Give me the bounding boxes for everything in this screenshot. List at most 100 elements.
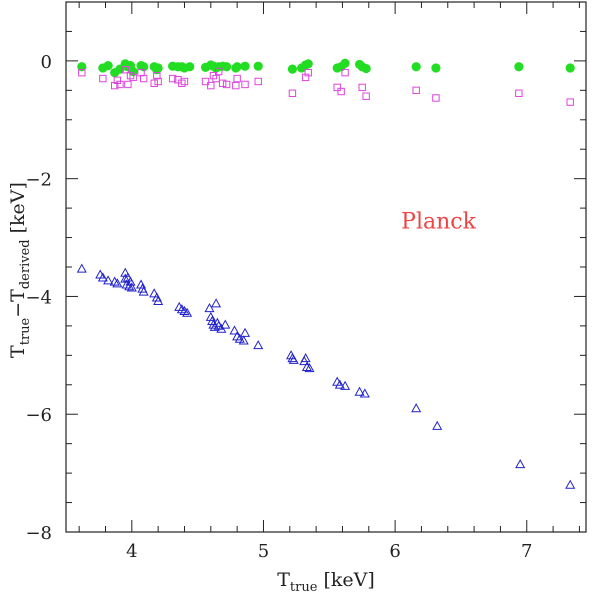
triangle-point <box>135 279 147 289</box>
planck-annotation: Planck <box>401 210 476 235</box>
y-tick-label: 0 <box>41 52 52 73</box>
square-point <box>139 74 148 83</box>
square-point <box>254 77 262 86</box>
square-point <box>218 79 227 87</box>
circle-point <box>253 61 263 71</box>
square-point <box>178 79 186 87</box>
circle-point <box>565 63 575 73</box>
circle-point <box>361 63 371 74</box>
y-tick-label: −2 <box>25 170 52 191</box>
triangle-point <box>432 420 443 430</box>
circle-point <box>139 62 149 72</box>
triangle-point <box>300 353 311 363</box>
triangle-point <box>515 459 526 469</box>
square-point <box>333 83 341 92</box>
circle-point <box>240 61 250 71</box>
triangle-point <box>97 272 108 282</box>
triangle-point <box>76 263 87 273</box>
triangle-point <box>176 304 187 314</box>
triangle-point <box>204 302 215 313</box>
triangle-point <box>239 327 251 337</box>
square-point <box>362 92 370 100</box>
axis-ticks <box>66 1 586 533</box>
circle-point <box>287 64 298 74</box>
square-point <box>113 76 122 85</box>
triangle-point <box>124 281 135 291</box>
square-point <box>154 77 162 86</box>
square-point <box>304 68 312 77</box>
square-point <box>201 77 210 86</box>
x-tick-label: 6 <box>389 541 400 562</box>
square-point <box>78 68 86 77</box>
triangle-point <box>103 275 114 285</box>
square-point <box>124 80 132 89</box>
square-point <box>126 71 135 80</box>
square-point <box>515 89 523 97</box>
square-point <box>215 67 223 76</box>
triangle-point <box>211 298 222 308</box>
square-point <box>432 94 440 102</box>
square-point <box>566 98 574 106</box>
square-point <box>121 66 129 74</box>
triangle-point <box>182 307 193 317</box>
circle-point <box>431 63 441 73</box>
triangle-point <box>121 279 132 289</box>
square-point <box>222 80 231 89</box>
square-point <box>111 81 119 90</box>
circle-point <box>232 62 242 72</box>
circle-point <box>514 62 524 72</box>
triangle-point <box>109 276 120 286</box>
y-tick-label: −6 <box>25 405 52 426</box>
triangle-point <box>340 380 351 390</box>
square-point <box>301 73 310 82</box>
x-tick-label: 4 <box>126 541 137 562</box>
square-point <box>241 80 249 89</box>
square-point <box>288 89 297 97</box>
square-point <box>341 68 349 77</box>
square-point <box>207 81 215 90</box>
triangle-point <box>411 403 422 413</box>
triangle-point <box>112 278 123 288</box>
data-points <box>76 58 576 489</box>
square-point <box>212 74 220 83</box>
x-tick-label: 5 <box>258 541 269 562</box>
triangle-point <box>153 295 164 306</box>
triangle-point <box>120 267 131 277</box>
x-tick-label: 7 <box>521 541 532 562</box>
circle-point <box>103 61 113 71</box>
y-tick-label: −4 <box>25 287 52 308</box>
y-axis-title: Ttrue−Tderived [keV] <box>7 182 33 358</box>
square-point <box>233 74 241 83</box>
triangle-point <box>334 379 345 389</box>
circle-point <box>340 58 350 68</box>
triangle-point <box>253 340 264 350</box>
circle-point <box>185 62 195 72</box>
square-point <box>337 87 345 96</box>
circle-point <box>153 63 163 73</box>
triangle-point <box>220 319 231 329</box>
y-tick-label: −8 <box>25 523 52 544</box>
triangle-point <box>354 386 365 396</box>
triangle-point <box>138 286 149 296</box>
triangle-point <box>126 282 137 292</box>
square-point <box>99 74 107 83</box>
circle-point <box>411 62 421 72</box>
tick-labels: 4 5 6 7 0 −2 −4 −6 −8 <box>25 52 532 562</box>
x-axis-title: Ttrue [keV] <box>277 569 375 595</box>
square-point <box>180 77 189 86</box>
square-point <box>116 80 124 89</box>
triangle-point <box>205 311 216 321</box>
triangle-point <box>229 325 240 335</box>
triangle-point <box>151 292 162 302</box>
square-point <box>129 73 137 82</box>
circle-point <box>222 62 232 72</box>
circle-point <box>303 59 313 69</box>
triangle-point <box>149 288 160 298</box>
square-point <box>150 79 158 87</box>
square-point <box>358 83 366 92</box>
triangle-point <box>207 315 218 326</box>
square-point <box>137 68 145 77</box>
triangle-point <box>122 272 133 282</box>
square-point <box>153 71 161 80</box>
triangle-point <box>288 354 299 364</box>
